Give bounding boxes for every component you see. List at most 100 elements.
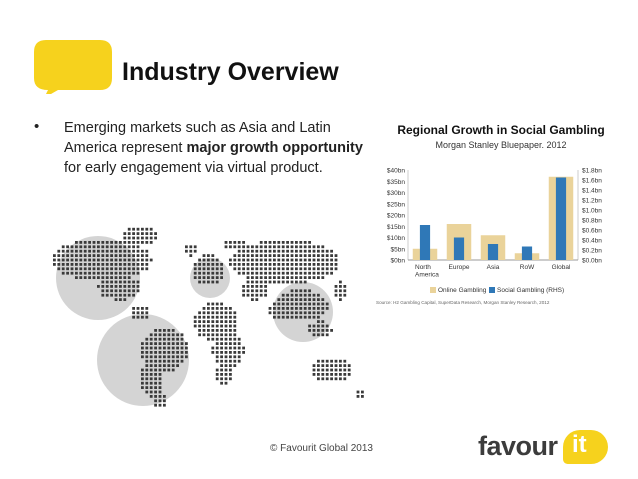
map-dot	[295, 302, 298, 306]
map-dot	[75, 271, 78, 275]
map-dot	[114, 258, 118, 262]
map-dot	[207, 254, 210, 257]
map-dot	[127, 258, 131, 262]
map-dot	[273, 276, 276, 279]
map-dot	[202, 329, 206, 332]
map-dot	[273, 302, 276, 306]
map-dot	[136, 245, 140, 249]
map-dot	[105, 245, 109, 249]
map-dot	[154, 355, 157, 359]
map-dot	[312, 307, 316, 310]
map-dot	[220, 267, 223, 271]
map-dot	[141, 236, 144, 240]
map-dot	[299, 263, 303, 266]
map-dot	[202, 254, 206, 257]
map-dot	[308, 263, 311, 266]
map-dot	[220, 324, 223, 328]
map-dot	[171, 342, 175, 345]
map-dot	[101, 293, 105, 297]
map-dot	[176, 346, 179, 350]
map-dot	[180, 346, 184, 350]
map-dot	[75, 249, 78, 253]
map-dot	[154, 381, 157, 385]
map-dot	[163, 337, 166, 341]
bullet-text-pre: Emerging markets such as Asia and Latin …	[64, 120, 331, 156]
map-dot	[229, 373, 232, 376]
map-dot	[325, 254, 329, 257]
map-dot	[167, 359, 171, 363]
map-dot	[79, 276, 83, 279]
map-dot	[171, 355, 175, 359]
map-dot	[299, 293, 303, 297]
map-dot	[220, 355, 223, 359]
map-dot	[242, 263, 245, 266]
map-dot	[171, 346, 175, 350]
map-dot	[61, 254, 65, 257]
map-dot	[83, 276, 87, 279]
map-dot	[202, 307, 206, 310]
map-dot	[123, 232, 127, 235]
map-dot	[211, 267, 215, 271]
map-dot	[198, 267, 201, 271]
map-dot	[268, 249, 272, 253]
map-dot	[325, 377, 329, 381]
map-dot	[321, 373, 325, 376]
map-dot	[202, 280, 206, 284]
map-dot	[325, 249, 329, 253]
map-dot	[268, 280, 272, 284]
slide-title: Industry Overview	[122, 58, 339, 86]
map-dot	[334, 289, 338, 293]
map-dot	[317, 320, 320, 323]
map-dot	[92, 267, 96, 271]
map-dot	[277, 267, 281, 271]
map-dot	[132, 236, 135, 240]
map-dot	[229, 351, 232, 354]
map-dot	[242, 267, 245, 271]
map-dot	[114, 245, 118, 249]
map-dot	[325, 258, 329, 262]
map-dot	[202, 324, 206, 328]
map-dot	[207, 324, 210, 328]
map-dot	[233, 245, 237, 249]
map-dot	[268, 241, 272, 244]
map-dot	[317, 377, 320, 381]
map-dot	[123, 254, 127, 257]
map-dot	[321, 320, 325, 323]
map-dot	[237, 337, 241, 341]
map-dot	[242, 258, 245, 262]
map-dot	[141, 241, 144, 244]
map-dot	[268, 307, 272, 310]
map-dot	[321, 302, 325, 306]
map-dot	[317, 311, 320, 315]
map-dot	[66, 258, 69, 262]
map-dot	[312, 311, 316, 315]
map-dot	[233, 346, 237, 350]
map-dot	[193, 324, 197, 328]
map-dot	[312, 276, 316, 279]
map-dot	[202, 311, 206, 315]
map-dot	[88, 254, 91, 257]
bullet-text-bold: major growth opportunity	[186, 140, 363, 156]
map-dot	[246, 289, 250, 293]
map-dot	[299, 307, 303, 310]
map-dot	[167, 337, 171, 341]
map-dot	[163, 342, 166, 345]
map-dot	[101, 289, 105, 293]
chart-subtitle: Morgan Stanley Bluepaper. 2012	[435, 140, 567, 150]
map-dot	[343, 289, 347, 293]
map-dot	[127, 263, 131, 266]
map-dot	[308, 307, 311, 310]
map-dot	[198, 276, 201, 279]
map-dot	[220, 307, 223, 310]
map-dot	[185, 346, 188, 350]
map-dot	[136, 241, 140, 244]
map-dot	[317, 298, 320, 301]
map-dot	[321, 258, 325, 262]
map-dot	[303, 241, 307, 244]
map-dot	[145, 249, 149, 253]
map-dot	[237, 359, 241, 363]
map-dot	[246, 267, 250, 271]
map-dot	[154, 403, 157, 407]
map-dot	[154, 390, 157, 394]
map-dot	[303, 254, 307, 257]
